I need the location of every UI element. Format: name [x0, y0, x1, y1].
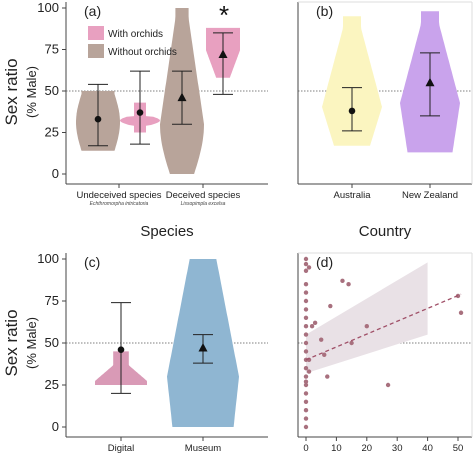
data-point	[322, 352, 327, 357]
data-point	[303, 307, 309, 312]
data-point	[303, 366, 309, 371]
mean-marker-triangle	[198, 343, 208, 352]
mean-marker-circle	[117, 346, 125, 354]
data-point	[303, 349, 309, 354]
legend-label: Without orchids	[108, 47, 177, 58]
data-point	[346, 282, 351, 287]
panel-label: (c)	[84, 254, 100, 270]
legend-swatch	[88, 26, 104, 40]
x-tick-label: Undeceived species	[76, 190, 161, 201]
y-tick-label: 25	[45, 125, 59, 140]
data-point	[328, 303, 333, 309]
x-tick-label: Australia	[334, 190, 372, 201]
y-tick-label: 0	[52, 166, 59, 181]
legend-label: With orchids	[108, 29, 163, 40]
mean-marker-circle	[348, 107, 356, 115]
y-axis-subtitle-bottom: (% Male)	[24, 317, 39, 369]
data-point	[303, 324, 309, 329]
y-tick-label: 50	[45, 83, 59, 98]
legend-swatch	[88, 44, 104, 58]
data-point	[303, 298, 309, 304]
data-point	[303, 399, 309, 404]
panel-label: (a)	[84, 3, 101, 19]
data-point	[303, 315, 309, 320]
data-point	[303, 290, 309, 295]
x-tick-sublabel: Echthromorpha intricatoria	[90, 201, 149, 207]
x-tick-label: Digital	[108, 443, 134, 454]
panel-d: (d)Orchid records at site01020304050	[297, 252, 473, 454]
data-point	[303, 282, 309, 287]
x-axis-title: Country	[359, 223, 412, 240]
data-point	[303, 268, 309, 273]
y-tick-label: 25	[45, 377, 59, 392]
data-point	[385, 382, 391, 388]
mean-marker-triangle	[177, 92, 187, 102]
trend-line	[305, 293, 462, 361]
x-tick-label: 30	[392, 443, 403, 454]
x-tick-label: 50	[453, 443, 464, 454]
data-point	[303, 374, 309, 379]
x-tick-label: Deceived species	[166, 190, 241, 201]
data-point	[312, 320, 318, 326]
y-tick-label: 0	[52, 419, 59, 434]
significance-star: *	[219, 0, 229, 30]
y-tick-label: 100	[37, 0, 59, 15]
y-axis-subtitle-top: (% Male)	[24, 66, 39, 118]
violin-australia	[322, 16, 382, 146]
data-point	[325, 374, 330, 379]
mean-marker-circle	[136, 109, 144, 116]
data-point	[303, 340, 309, 346]
panel-a: 0 25 50 75 100 (a) Species Undeceived speciesEc…	[37, 0, 268, 240]
x-tick-label: 20	[362, 443, 373, 454]
data-point	[306, 265, 312, 270]
panel-b: (b) Country Australia New Zealand	[297, 1, 473, 240]
x-axis-title: Species	[140, 223, 193, 240]
data-point	[303, 391, 309, 396]
y-axis-title-top: Sex ratio	[2, 58, 21, 125]
data-point	[340, 278, 345, 284]
y-tick-label: 75	[45, 293, 59, 308]
data-point	[306, 369, 312, 374]
mean-marker-triangle	[218, 49, 228, 58]
y-tick-label: 75	[45, 42, 59, 57]
x-tick-label: Museum	[185, 443, 222, 454]
data-point	[303, 256, 309, 262]
data-point	[303, 424, 309, 430]
x-tick-label: 40	[422, 443, 433, 454]
data-point	[303, 408, 309, 413]
panel-label: (d)	[316, 254, 333, 270]
data-point	[364, 324, 369, 329]
confidence-band	[306, 262, 428, 374]
y-tick-label: 50	[45, 335, 59, 350]
mean-marker-circle	[94, 115, 102, 123]
y-axis-title-bottom: Sex ratio	[2, 309, 21, 376]
data-point	[303, 379, 309, 384]
data-point	[349, 340, 354, 346]
data-point	[319, 337, 324, 342]
x-tick-label: 10	[331, 443, 342, 454]
x-tick-sublabel: Lissopimpla excelsa	[181, 201, 226, 207]
panel-label: (b)	[316, 3, 333, 19]
data-point	[309, 324, 315, 329]
data-point	[303, 332, 309, 337]
x-tick-label: 0	[303, 443, 308, 454]
data-point	[303, 416, 309, 421]
data-point	[303, 261, 309, 267]
data-point	[303, 382, 309, 388]
x-tick-label: New Zealand	[402, 190, 458, 201]
y-tick-label: 100	[37, 251, 59, 266]
mean-marker-triangle	[425, 77, 435, 87]
data-point	[458, 310, 464, 315]
